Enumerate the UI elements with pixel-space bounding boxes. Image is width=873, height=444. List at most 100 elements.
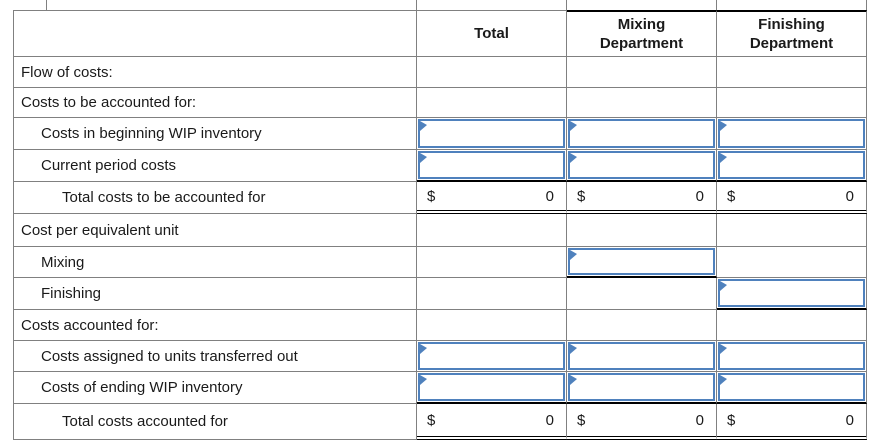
row-label: Current period costs xyxy=(13,150,417,182)
empty-cell xyxy=(567,278,717,310)
empty-cell xyxy=(717,214,867,247)
empty-cell xyxy=(417,310,567,341)
cell-flag-icon xyxy=(420,153,427,163)
cell-flag-icon xyxy=(570,344,577,354)
table-row: Costs to be accounted for: xyxy=(13,88,867,118)
row-label: Total costs to be accounted for xyxy=(13,182,417,214)
total-to-account-finishing: $ 0 xyxy=(717,182,867,214)
empty-cell xyxy=(567,214,717,247)
total-to-account-mixing: $ 0 xyxy=(567,182,717,214)
table-row: Costs accounted for: xyxy=(13,310,867,341)
currency-symbol: $ xyxy=(427,411,436,429)
partial-cell xyxy=(13,0,47,10)
partial-cell xyxy=(567,0,717,10)
empty-cell xyxy=(567,310,717,341)
header-finishing-department: Finishing Department xyxy=(717,10,867,57)
row-label: Cost per equivalent unit xyxy=(13,214,417,247)
amount-value: 0 xyxy=(695,187,704,205)
empty-cell xyxy=(417,278,567,310)
row-label: Flow of costs: xyxy=(13,57,417,88)
amount-value: 0 xyxy=(545,411,554,429)
empty-cell xyxy=(717,310,867,341)
amount-value: 0 xyxy=(845,411,854,429)
table-row: Costs assigned to units transferred out xyxy=(13,341,867,372)
table-row: Finishing xyxy=(13,278,867,310)
cell-flag-icon xyxy=(720,121,727,131)
cell-flag-icon xyxy=(570,153,577,163)
cell-current-costs-total xyxy=(417,150,567,182)
cell-flag-icon xyxy=(570,121,577,131)
table-row xyxy=(13,0,867,10)
cell-transferred-out-total xyxy=(417,341,567,372)
amount-input[interactable] xyxy=(720,375,863,399)
cell-flag-icon xyxy=(570,375,577,385)
total-accounted-mixing: $ 0 xyxy=(567,404,717,440)
table-row: Mixing xyxy=(13,247,867,278)
cell-finishing-cost-per-unit xyxy=(717,278,867,310)
amount-input[interactable] xyxy=(570,375,713,399)
table-row: Total costs to be accounted for $ 0 $ 0 … xyxy=(13,182,867,214)
amount-input[interactable] xyxy=(720,344,863,368)
table-row: Total costs accounted for $ 0 $ 0 $ 0 xyxy=(13,404,867,440)
cell-flag-icon xyxy=(720,375,727,385)
table-row: Cost per equivalent unit xyxy=(13,214,867,247)
cell-flag-icon xyxy=(720,281,727,291)
empty-cell xyxy=(417,214,567,247)
table-row: Costs of ending WIP inventory xyxy=(13,372,867,404)
amount-value: 0 xyxy=(845,187,854,205)
cell-flag-icon xyxy=(420,375,427,385)
amount-input[interactable] xyxy=(420,153,563,177)
amount-input[interactable] xyxy=(420,344,563,368)
amount-input[interactable] xyxy=(570,121,713,146)
empty-cell xyxy=(717,57,867,88)
header-mixing-department: Mixing Department xyxy=(567,10,717,57)
row-label: Costs in beginning WIP inventory xyxy=(13,118,417,150)
table-row: Flow of costs: xyxy=(13,57,867,88)
header-row: Total Mixing Department Finishing Depart… xyxy=(13,10,867,57)
total-accounted-total: $ 0 xyxy=(417,404,567,440)
empty-cell xyxy=(717,88,867,118)
currency-symbol: $ xyxy=(727,187,736,205)
cell-ending-wip-mixing xyxy=(567,372,717,404)
partial-cell xyxy=(717,0,867,10)
cell-flag-icon xyxy=(720,344,727,354)
cell-beginning-wip-finishing xyxy=(717,118,867,150)
row-label: Finishing xyxy=(13,278,417,310)
currency-symbol: $ xyxy=(577,411,586,429)
amount-value: 0 xyxy=(545,187,554,205)
empty-cell xyxy=(417,247,567,278)
total-accounted-finishing: $ 0 xyxy=(717,404,867,440)
cell-beginning-wip-mixing xyxy=(567,118,717,150)
amount-input[interactable] xyxy=(720,281,863,305)
amount-input[interactable] xyxy=(570,250,713,273)
currency-symbol: $ xyxy=(577,187,586,205)
amount-input[interactable] xyxy=(420,375,563,399)
row-label: Costs accounted for: xyxy=(13,310,417,341)
cell-current-costs-mixing xyxy=(567,150,717,182)
amount-input[interactable] xyxy=(570,344,713,368)
empty-cell xyxy=(717,247,867,278)
table-row: Current period costs xyxy=(13,150,867,182)
currency-symbol: $ xyxy=(727,411,736,429)
amount-input[interactable] xyxy=(420,121,563,146)
amount-input[interactable] xyxy=(720,153,863,177)
partial-cell xyxy=(417,0,567,10)
cell-flag-icon xyxy=(420,121,427,131)
cell-ending-wip-total xyxy=(417,372,567,404)
amount-input[interactable] xyxy=(570,153,713,177)
total-to-account-total: $ 0 xyxy=(417,182,567,214)
row-label: Costs assigned to units transferred out xyxy=(13,341,417,372)
amount-input[interactable] xyxy=(720,121,863,146)
row-label: Costs of ending WIP inventory xyxy=(13,372,417,404)
amount-value: 0 xyxy=(695,411,704,429)
cell-flag-icon xyxy=(570,250,577,260)
partial-cell xyxy=(47,0,417,10)
cell-flag-icon xyxy=(420,344,427,354)
table-row: Costs in beginning WIP inventory xyxy=(13,118,867,150)
empty-cell xyxy=(417,88,567,118)
row-label: Costs to be accounted for: xyxy=(13,88,417,118)
cell-ending-wip-finishing xyxy=(717,372,867,404)
empty-cell xyxy=(417,57,567,88)
cell-mixing-cost-per-unit xyxy=(567,247,717,278)
row-label: Mixing xyxy=(13,247,417,278)
